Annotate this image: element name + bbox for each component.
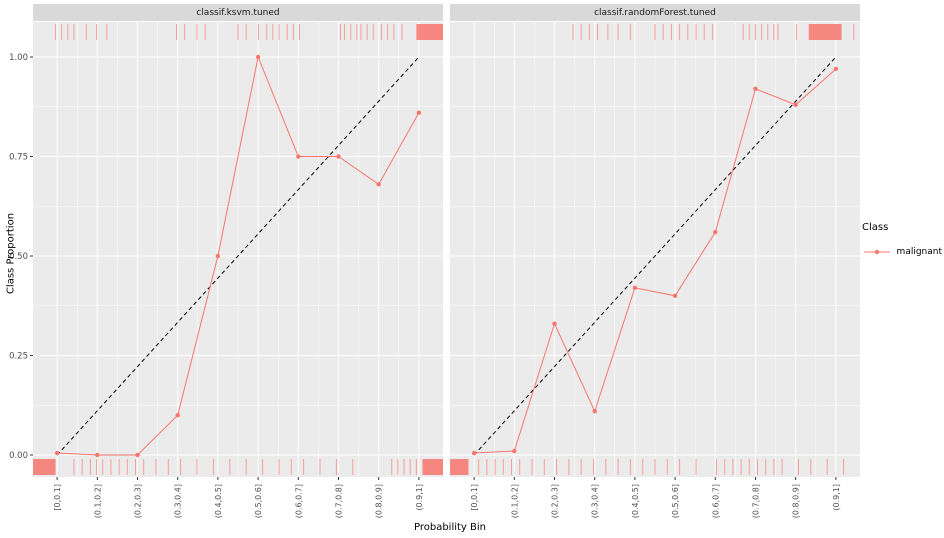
x-tick-label: (0.4,0.5] — [631, 484, 640, 518]
diagonal-reference-line — [56, 56, 420, 456]
series-point — [833, 66, 839, 72]
legend: Class malignant — [862, 222, 942, 259]
y-axis-title: Class Proportion — [5, 212, 17, 295]
series-point — [95, 452, 100, 458]
series-point — [416, 110, 422, 115]
x-tick-label: (0.8,0.9] — [792, 484, 801, 518]
series-point — [135, 452, 140, 458]
series-point — [552, 321, 557, 326]
x-tick-label: (0.9,1] — [832, 484, 841, 511]
x-axis-title: Probability Bin — [413, 522, 487, 533]
series-line — [474, 68, 837, 454]
series-point — [54, 450, 60, 456]
rug-bottom — [33, 459, 443, 475]
rug-block — [808, 24, 842, 40]
x-tick-label: (0.2,0.3] — [134, 484, 143, 518]
legend-title: Class — [862, 222, 889, 233]
y-tick-label: 0.25 — [9, 352, 28, 362]
y-tick-label: 0.00 — [9, 451, 28, 461]
x-tick-label: (0.6,0.7] — [711, 484, 720, 518]
x-tick-label: (0.7,0.8] — [334, 484, 343, 518]
series-point — [376, 182, 381, 187]
series-point — [592, 409, 597, 414]
series-point — [336, 154, 341, 159]
y-tick-label: 1.00 — [9, 53, 28, 63]
x-tick-label: (0.4,0.5] — [214, 484, 223, 518]
y-tick-label: 0.75 — [9, 153, 28, 163]
facet-panel: [0,0.1] (0.1,0.2] (0.2,0.3] (0.3,0.4] (0.4,0… — [450, 22, 860, 518]
x-tick-label: (0.7,0.8] — [751, 484, 760, 518]
series-line — [57, 55, 420, 456]
x-tick-label: (0.1,0.2] — [93, 484, 102, 518]
legend-key-line-point-icon — [864, 249, 890, 255]
x-tick-label: (0.2,0.3] — [551, 484, 560, 518]
x-tick-label: [0,0.1] — [470, 484, 479, 511]
x-tick-label: (0.3,0.4] — [591, 484, 600, 518]
facet-strip-label: classif.randomForest.tuned — [594, 7, 716, 18]
legend-item-malignant: malignant — [862, 245, 942, 259]
x-tick-label: (0.3,0.4] — [174, 484, 183, 518]
rug-block — [416, 24, 443, 40]
series-point — [793, 102, 798, 107]
facet-strip-ksvm: classif.ksvm.tuned — [33, 4, 443, 21]
rug-bottom — [450, 459, 845, 475]
series-point — [175, 413, 180, 418]
x-tick-label: (0.6,0.7] — [294, 484, 303, 518]
x-tick-label: (0.5,0.6] — [671, 484, 680, 518]
series-point — [215, 253, 221, 259]
rug-block — [422, 459, 443, 475]
rug-block — [33, 459, 56, 475]
diagonal-reference-line — [473, 56, 837, 456]
series-point — [471, 450, 477, 456]
legend-item-label: malignant — [896, 247, 942, 257]
rug-top — [572, 24, 855, 40]
x-tick-label: (0.9,1] — [415, 484, 424, 511]
x-tick-label: (0.1,0.2] — [510, 484, 519, 518]
x-tick-label: (0.8,0.9] — [375, 484, 384, 518]
series-point — [672, 293, 678, 298]
series-point — [512, 448, 517, 454]
series-point — [296, 154, 301, 159]
series-point — [713, 229, 718, 235]
y-tick-label: 0.50 — [9, 252, 28, 262]
series-point — [632, 285, 638, 291]
x-tick-label: (0.5,0.6] — [254, 484, 263, 518]
facet-panel: [0,0.1] (0.1,0.2] (0.2,0.3] (0.3,0.4] (0.4,0… — [33, 22, 443, 518]
series-point — [255, 54, 261, 60]
series-point — [753, 86, 758, 92]
x-tick-label: [0,0.1] — [53, 484, 62, 511]
facet-strip-randomforest: classif.randomForest.tuned — [450, 4, 860, 21]
facet-strip-label: classif.ksvm.tuned — [196, 7, 280, 18]
rug-block — [450, 459, 469, 475]
rug-top — [55, 24, 443, 40]
